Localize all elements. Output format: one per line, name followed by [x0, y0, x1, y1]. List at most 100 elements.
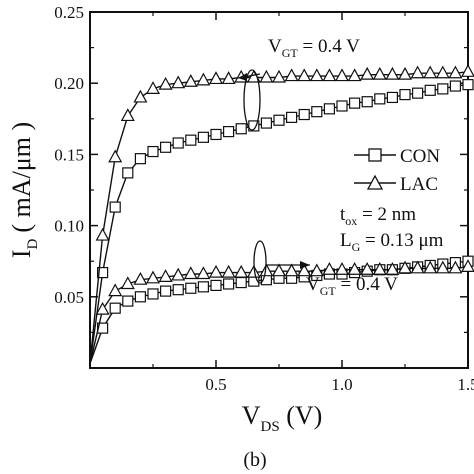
tox-main: t	[340, 204, 346, 225]
point-con-upper-13	[248, 120, 260, 132]
point-con-upper-5	[147, 145, 159, 158]
point-con-upper-16	[286, 111, 298, 123]
point-lac-lower-24	[385, 261, 400, 275]
legend-entry-con: CON	[354, 146, 440, 167]
point-con-lower-6	[160, 285, 172, 297]
point-lac-upper-20	[334, 68, 350, 82]
y-axis-title-main: I	[7, 249, 36, 258]
upper-vgt-main: V	[268, 36, 282, 57]
point-lac-lower-11	[221, 264, 236, 278]
point-con-upper-19	[323, 103, 335, 115]
tick-labels: 0.05 0.10 0.15 0.20 0.25 0.5 1.0 1.5	[54, 3, 474, 394]
point-con-upper-11	[223, 126, 235, 138]
point-lac-upper-28	[435, 65, 450, 79]
lg-rest: = 0.13 μm	[360, 230, 443, 251]
point-lac-lower-1	[95, 301, 110, 315]
legend: CON LAC	[354, 146, 440, 195]
point-lac-upper-26	[410, 65, 425, 79]
lower-vgt-main: V	[306, 274, 320, 295]
legend-label-con: CON	[400, 146, 440, 167]
point-lac-upper-25	[397, 66, 413, 80]
point-con-upper-6	[160, 141, 172, 153]
point-lac-lower-9	[196, 266, 211, 280]
point-lac-upper-27	[423, 65, 438, 79]
point-lac-lower-7	[171, 267, 186, 281]
point-con-lower-10	[210, 279, 222, 292]
point-lac-lower-10	[208, 264, 224, 278]
point-lac-lower-22	[360, 261, 375, 275]
point-lac-upper-29	[448, 65, 463, 79]
point-con-upper-17	[298, 108, 310, 121]
upper-vgt-sub: GT	[282, 46, 299, 60]
point-lac-upper-2	[108, 149, 123, 163]
point-lac-lower-8	[183, 266, 198, 280]
legend-marker-square	[368, 148, 382, 162]
tick-marks	[90, 11, 469, 368]
point-con-upper-24	[386, 91, 398, 104]
point-lac-lower-13	[246, 264, 261, 278]
point-lac-upper-17	[297, 68, 312, 82]
point-con-lower-8	[185, 282, 197, 294]
x-axis-title-unit: (V)	[280, 401, 323, 430]
point-lac-lower-5	[145, 270, 161, 284]
point-lac-upper-8	[183, 74, 198, 87]
point-con-upper-15	[273, 114, 285, 126]
point-con-upper-10	[210, 128, 222, 141]
point-lac-upper-18	[309, 68, 324, 82]
point-con-lower-3	[122, 295, 134, 307]
point-con-upper-22	[361, 96, 373, 108]
y-tick-label-2: 0.15	[54, 145, 84, 164]
point-con-upper-25	[399, 88, 411, 101]
point-lac-lower-29	[448, 260, 463, 274]
point-con-upper-29	[449, 80, 461, 92]
point-lac-lower-28	[435, 260, 450, 274]
point-lac-upper-23	[372, 66, 387, 80]
y-axis-title-sub: D	[25, 238, 41, 249]
lower-arrow-head	[300, 261, 310, 269]
x-tick-label-2: 1.5	[457, 375, 474, 394]
legend-entry-lac: LAC	[354, 174, 438, 195]
lower-vgt-label: VGT = 0.4 V	[306, 274, 398, 298]
point-lac-upper-3	[120, 108, 135, 122]
point-lac-upper-11	[221, 71, 236, 85]
point-con-upper-30	[462, 79, 474, 91]
point-con-upper-1	[96, 266, 109, 279]
upper-vgt-rest: = 0.4 V	[298, 36, 360, 57]
point-lac-lower-6	[158, 269, 173, 282]
point-lac-upper-19	[322, 68, 337, 82]
point-lac-upper-15	[271, 69, 287, 83]
lower-group-ellipse	[253, 240, 267, 284]
y-tick-label-1: 0.10	[54, 217, 84, 236]
point-lac-lower-25	[397, 260, 413, 274]
point-lac-lower-15	[271, 263, 287, 277]
lower-vgt-annotation: VGT = 0.4 V	[253, 240, 398, 298]
point-lac-lower-18	[309, 263, 324, 277]
tox-sub: ox	[345, 214, 357, 228]
point-lac-upper-30	[460, 64, 474, 77]
tox-rest: = 2 nm	[357, 204, 416, 225]
point-con-upper-27	[424, 84, 436, 96]
point-lac-lower-4	[133, 271, 148, 285]
lower-vgt-rest: = 0.4 V	[336, 274, 398, 295]
point-lac-lower-30	[460, 259, 474, 272]
legend-label-lac: LAC	[400, 174, 438, 195]
point-con-upper-9	[197, 131, 209, 143]
x-axis-title-sub: DS	[261, 419, 280, 435]
point-con-upper-28	[437, 83, 449, 95]
point-con-upper-12	[235, 123, 247, 135]
point-lac-upper-5	[145, 81, 161, 94]
point-con-upper-21	[349, 97, 361, 109]
point-con-lower-11	[223, 278, 235, 290]
point-con-upper-7	[172, 137, 184, 149]
panel-label: (b)	[243, 449, 266, 471]
lg-main: L	[340, 230, 352, 251]
x-axis-title-main: V	[242, 401, 261, 430]
point-lac-lower-27	[423, 260, 438, 274]
point-lac-lower-19	[322, 261, 337, 275]
y-tick-label-3: 0.20	[54, 74, 84, 93]
y-axis-title: ID ( mA/μm )	[7, 122, 41, 258]
point-lac-upper-4	[133, 89, 148, 103]
point-con-lower-5	[147, 288, 159, 300]
point-con-lower-4	[134, 291, 146, 303]
